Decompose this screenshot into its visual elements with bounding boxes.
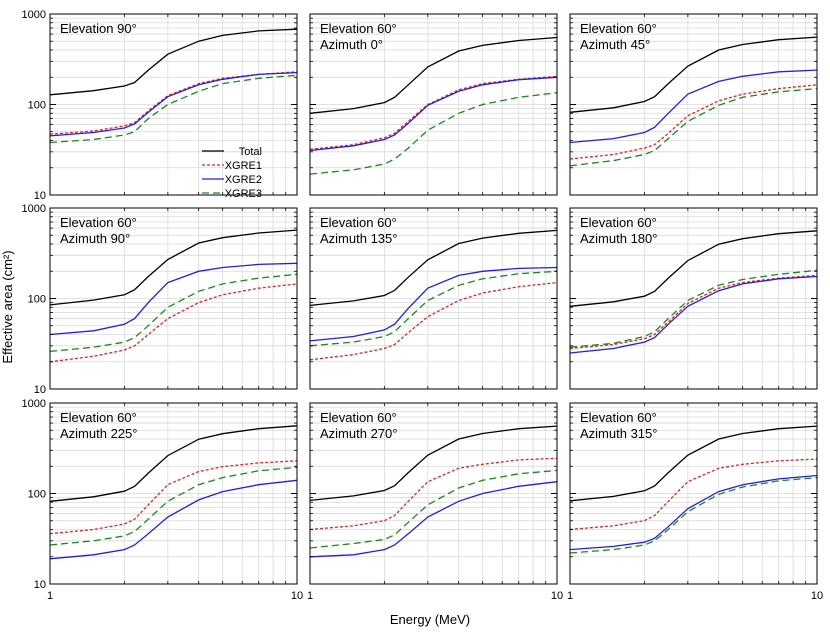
panel-3: Elevation 60°Azimuth 45° bbox=[569, 13, 818, 196]
series-line-xgre3 bbox=[309, 469, 558, 549]
panel-title: Elevation 60° bbox=[580, 410, 657, 425]
panel-title: Elevation 60° bbox=[320, 21, 397, 36]
legend-label: XGRE3 bbox=[225, 188, 262, 200]
x-tick-label: 10 bbox=[291, 590, 303, 602]
series-line-xgre2 bbox=[49, 71, 298, 137]
series-line-xgre2 bbox=[309, 481, 558, 558]
series-line-xgre1 bbox=[309, 457, 558, 531]
y-axis-label: Effective area (cm²) bbox=[0, 250, 15, 363]
x-tick-label: 1 bbox=[307, 590, 313, 602]
grid bbox=[309, 13, 558, 196]
y-tick-label: 1000 bbox=[22, 9, 46, 21]
panel-title: Azimuth 225° bbox=[60, 426, 137, 441]
panel-6: Elevation 60°Azimuth 180° bbox=[569, 207, 818, 390]
series-line-total bbox=[49, 425, 298, 502]
panel-title: Azimuth 45° bbox=[580, 37, 650, 52]
panel-title: Elevation 60° bbox=[320, 215, 397, 230]
series-line-xgre1 bbox=[49, 71, 298, 135]
series-line-total bbox=[49, 229, 298, 306]
series-line-xgre1 bbox=[309, 75, 558, 150]
panel-2: Elevation 60°Azimuth 0° bbox=[309, 13, 558, 196]
series-line-xgre3 bbox=[49, 273, 298, 353]
panel-4: 10 100 1000 Elevation 60°Azimuth 90° bbox=[22, 203, 298, 396]
legend: Total XGRE1 XGRE2 XGRE3 bbox=[202, 146, 262, 200]
panel-title: Azimuth 90° bbox=[60, 231, 130, 246]
panel-title: Elevation 60° bbox=[60, 410, 137, 425]
y-tick-label: 100 bbox=[28, 100, 46, 112]
x-tick-label: 10 bbox=[811, 590, 823, 602]
series-line-total bbox=[569, 230, 818, 307]
series-line-xgre1 bbox=[49, 283, 298, 363]
series-line-xgre2 bbox=[569, 69, 818, 144]
legend-label: XGRE2 bbox=[225, 174, 262, 186]
panel-1: 10 100 1000 Elevation 90° Total XGRE1 XGRE2 XGR… bbox=[22, 9, 298, 202]
x-tick-label: 1 bbox=[567, 590, 573, 602]
panel-9: 1 10 Elevation 60°Azimuth 315° bbox=[567, 402, 823, 602]
series-line-xgre1 bbox=[49, 460, 298, 535]
series-line-xgre3 bbox=[569, 476, 818, 554]
series-line-xgre3 bbox=[309, 92, 558, 175]
y-tick-label: 10 bbox=[34, 579, 46, 591]
series-line-total bbox=[309, 229, 558, 307]
panel-title: Elevation 90° bbox=[60, 21, 137, 36]
series-line-xgre1 bbox=[309, 281, 558, 361]
series-line-xgre2 bbox=[569, 474, 818, 551]
y-tick-label: 100 bbox=[28, 489, 46, 501]
series-line-total bbox=[569, 36, 818, 113]
y-tick-label: 10 bbox=[34, 190, 46, 202]
series-line-xgre2 bbox=[309, 266, 558, 342]
x-tick-label: 10 bbox=[551, 590, 563, 602]
panel-title: Azimuth 270° bbox=[320, 426, 397, 441]
panel-title: Elevation 60° bbox=[580, 215, 657, 230]
series-line-xgre1 bbox=[569, 458, 818, 531]
legend-label: XGRE1 bbox=[225, 160, 262, 172]
series-line-xgre3 bbox=[309, 270, 558, 347]
y-tick-label: 100 bbox=[28, 294, 46, 306]
series-line-xgre2 bbox=[309, 76, 558, 152]
series-line-xgre2 bbox=[569, 275, 818, 354]
panels-group: 10 100 1000 Elevation 90° Total XGRE1 XGRE2 XGR… bbox=[22, 9, 824, 602]
y-tick-label: 1000 bbox=[22, 203, 46, 215]
panel-title: Azimuth 315° bbox=[580, 426, 657, 441]
series-line-xgre2 bbox=[49, 262, 298, 336]
series-line-total bbox=[49, 28, 298, 96]
series-line-total bbox=[309, 36, 558, 114]
panel-title: Azimuth 180° bbox=[580, 231, 657, 246]
panel-title: Elevation 60° bbox=[580, 21, 657, 36]
series-line-xgre3 bbox=[569, 87, 818, 167]
series-line-xgre3 bbox=[49, 466, 298, 546]
panel-5: Elevation 60°Azimuth 135° bbox=[309, 207, 558, 390]
panel-title: Azimuth 135° bbox=[320, 231, 397, 246]
panel-title: Azimuth 0° bbox=[320, 37, 383, 52]
panel-8: 1 10 Elevation 60°Azimuth 270° bbox=[307, 402, 563, 602]
legend-label: Total bbox=[239, 146, 262, 158]
panel-title: Elevation 60° bbox=[60, 215, 137, 230]
panel-title: Elevation 60° bbox=[320, 410, 397, 425]
x-axis-label: Energy (MeV) bbox=[390, 612, 470, 627]
series-line-xgre1 bbox=[569, 84, 818, 160]
series-line-total bbox=[309, 425, 558, 502]
y-tick-label: 1000 bbox=[22, 398, 46, 410]
series-line-xgre3 bbox=[49, 74, 298, 144]
y-tick-label: 10 bbox=[34, 384, 46, 396]
series-line-total bbox=[569, 425, 818, 502]
series-line-xgre2 bbox=[49, 479, 298, 560]
x-tick-label: 1 bbox=[47, 590, 53, 602]
series-line-xgre3 bbox=[569, 269, 818, 348]
